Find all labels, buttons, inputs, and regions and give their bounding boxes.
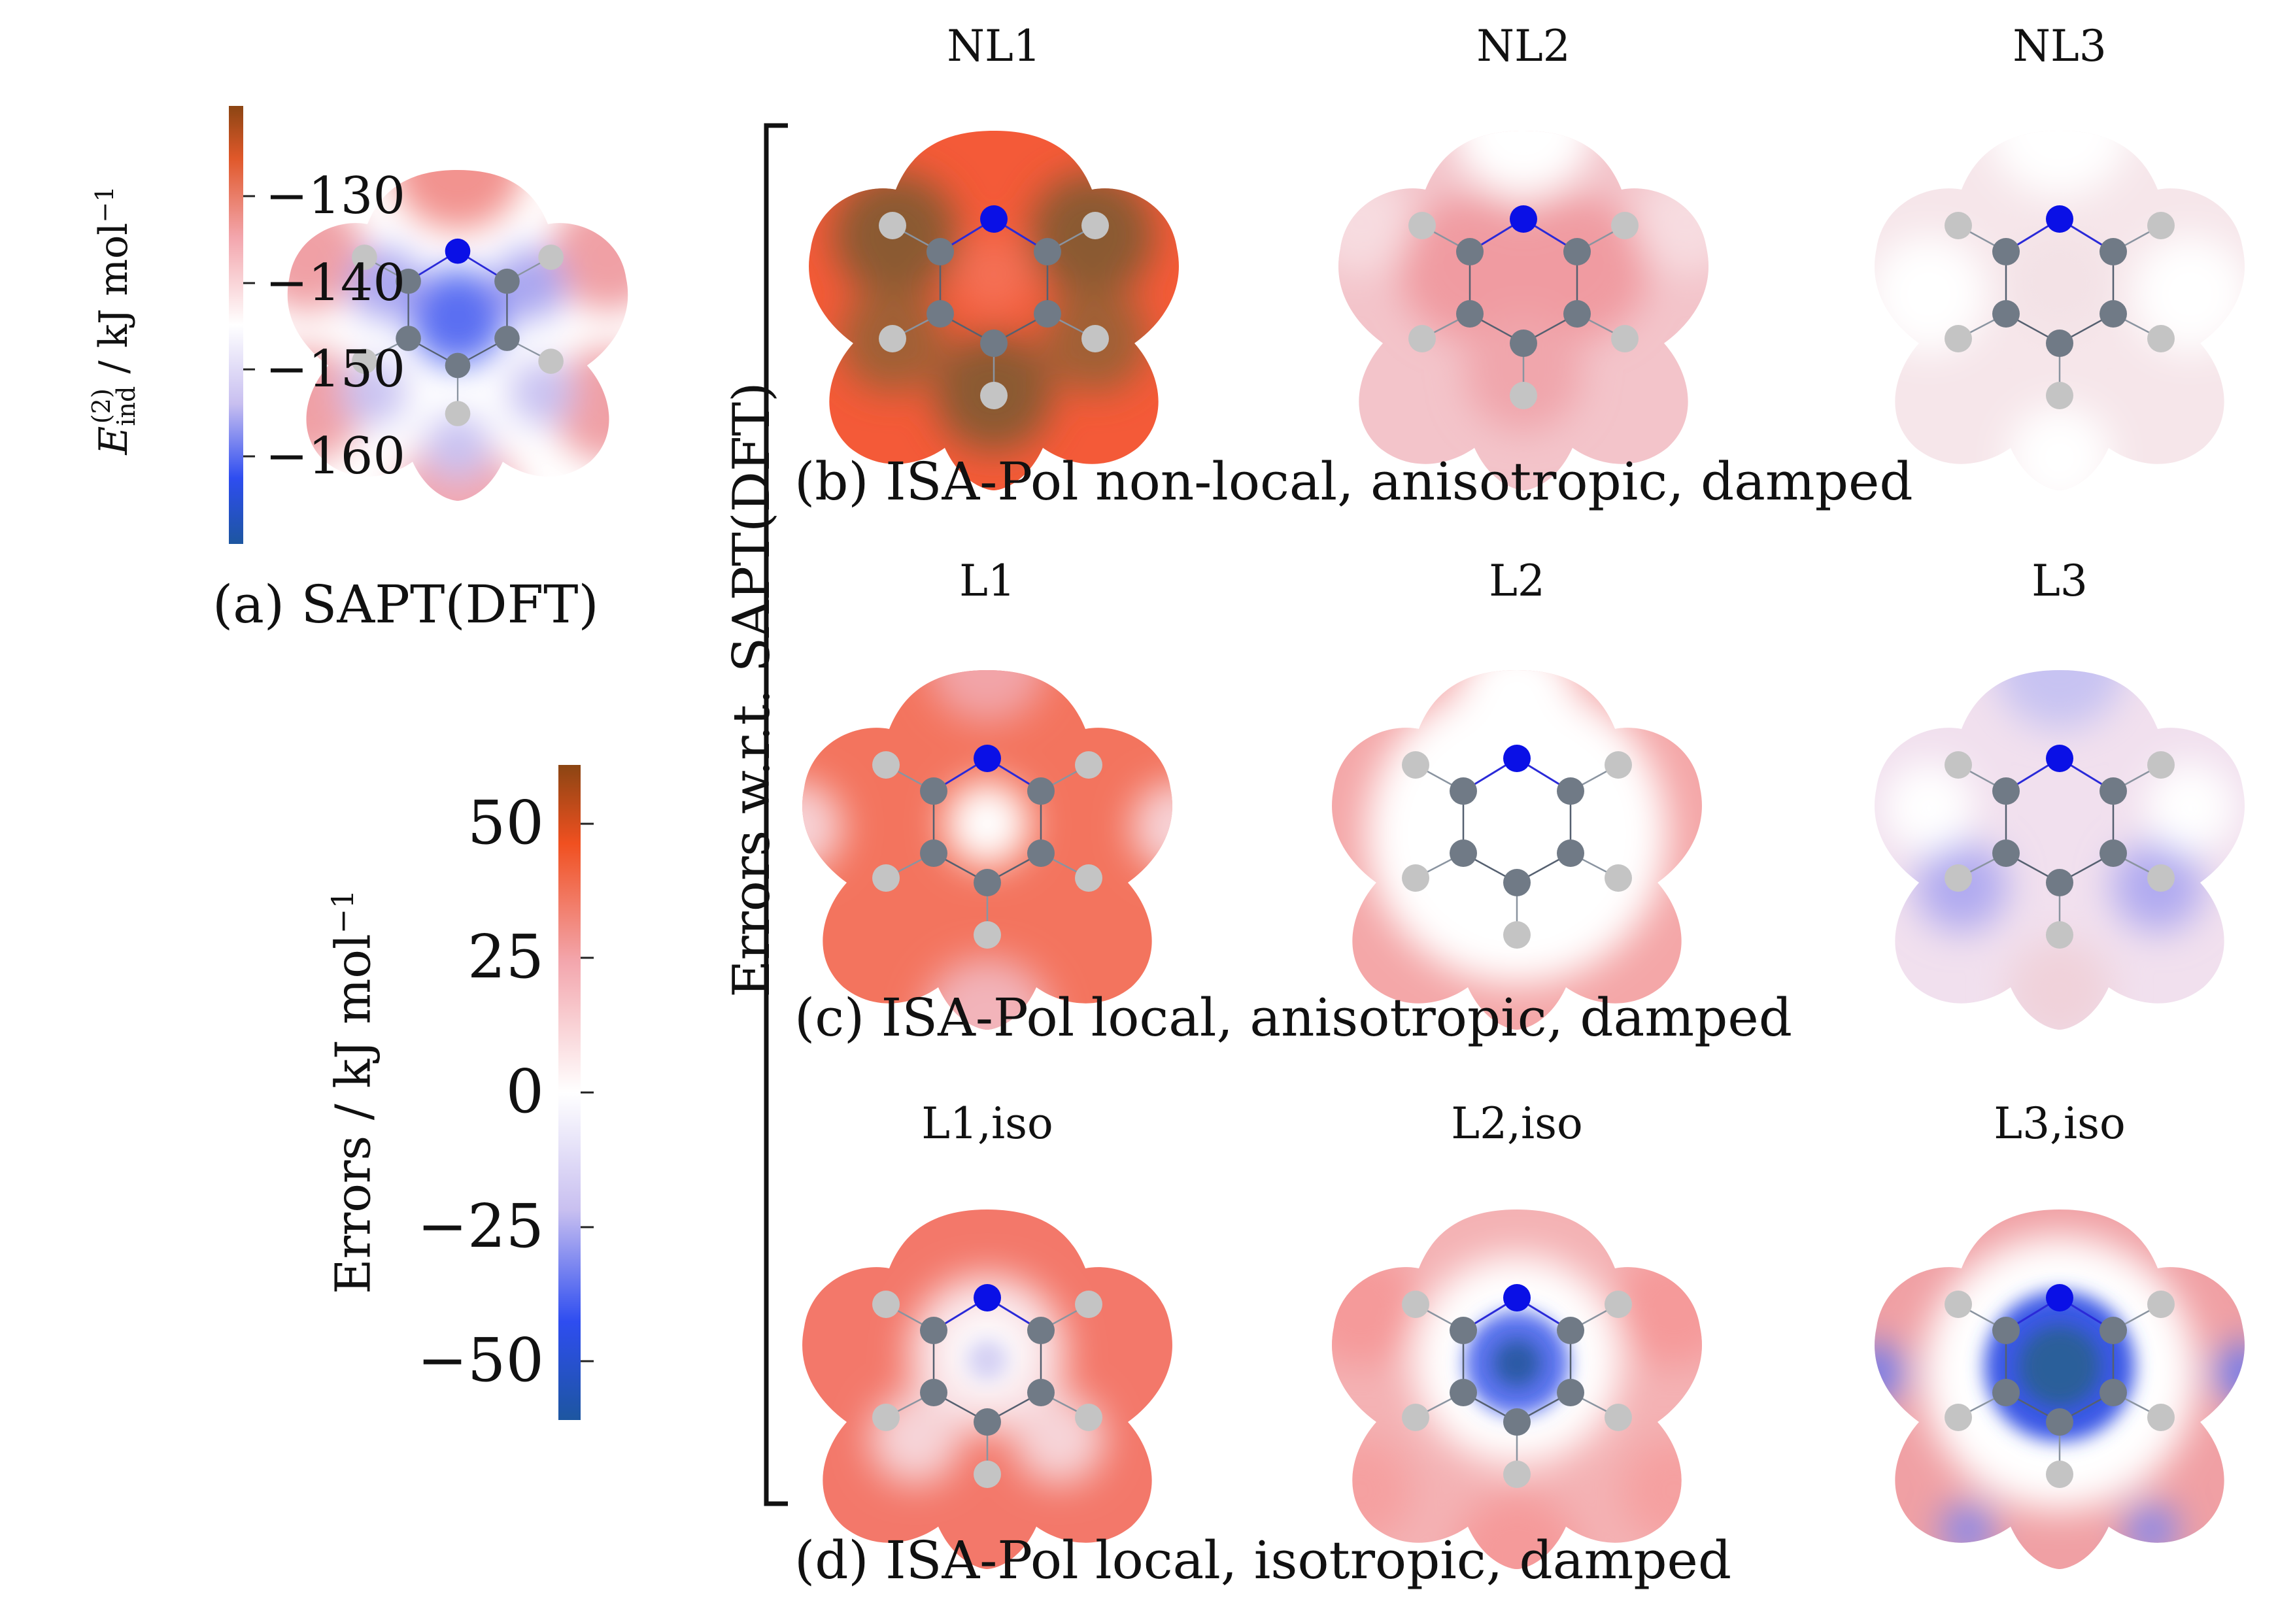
- tick-err-4: −25: [416, 1191, 544, 1261]
- caption-d: (d) ISA-Pol local, isotropic, damped: [794, 1530, 1732, 1591]
- errors-label-exp: −1: [325, 889, 360, 934]
- map-nl1: [809, 131, 1179, 490]
- title-nl3: NL3: [2013, 21, 2107, 71]
- caption-a: (a) SAPT(DFT): [212, 574, 599, 635]
- tick-err-3: 0: [505, 1057, 544, 1126]
- tick-sapt-4: −160: [265, 427, 405, 486]
- title-l3-iso: L3,iso: [1994, 1098, 2126, 1149]
- tick-err-5: −50: [416, 1325, 544, 1395]
- tick-sapt-2: −140: [265, 254, 405, 313]
- caption-c: (c) ISA-Pol local, anisotropic, damped: [794, 987, 1792, 1048]
- map-l1-iso: [802, 1210, 1172, 1569]
- title-nl2: NL2: [1476, 21, 1571, 71]
- title-l2-iso: L2,iso: [1451, 1098, 1583, 1149]
- errors-label-text: Errors / kJ mol: [325, 934, 382, 1294]
- map-nl3: [1875, 131, 2245, 490]
- map-l3-iso: [1875, 1210, 2245, 1569]
- colorbar-sapt: [229, 106, 243, 544]
- tick-sapt-1: −130: [265, 167, 405, 226]
- title-l3: L3: [2032, 556, 2088, 606]
- label-sub: ind: [112, 386, 141, 426]
- bracket-label: Errors w.r.t. SAPT(DFT): [722, 382, 781, 998]
- map-l3: [1875, 670, 2245, 1030]
- map-l2-iso: [1332, 1210, 1702, 1569]
- caption-b: (b) ISA-Pol non-local, anisotropic, damp…: [794, 451, 1913, 512]
- label-sup: (2): [87, 388, 116, 424]
- colorbar-errors-label: Errors / kJ mol−1: [307, 870, 382, 1314]
- tick-sapt-3: −150: [265, 340, 405, 399]
- title-l1-iso: L1,iso: [921, 1098, 1053, 1149]
- title-l2: L2: [1489, 556, 1545, 606]
- title-l1: L1: [959, 556, 1015, 606]
- colorbar-errors: [558, 765, 581, 1420]
- tick-err-2: 25: [467, 922, 544, 992]
- label-symbol: E: [91, 426, 137, 455]
- bracket: [764, 123, 788, 1506]
- title-nl1: NL1: [947, 21, 1041, 71]
- map-l2: [1332, 670, 1702, 1030]
- label-exp: −1: [90, 186, 119, 223]
- map-l1: [802, 670, 1172, 1030]
- tick-err-1: 50: [467, 788, 544, 858]
- map-nl2: [1338, 131, 1708, 490]
- colorbar-sapt-label: E (2) ind / kJ mol−1: [65, 157, 144, 484]
- label-unit: / kJ mol: [91, 222, 137, 386]
